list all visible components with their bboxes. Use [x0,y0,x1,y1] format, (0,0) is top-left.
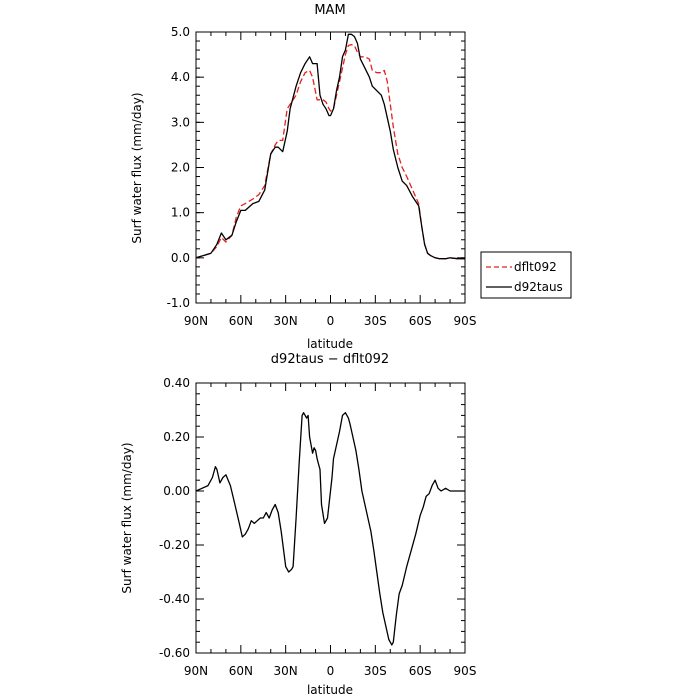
top-axes: 90N 60N 30N 0 30S 60S 90S -1.0 0.0 1.0 2.0 3.0 4.0 5.… [167,25,477,328]
bottom-series [195,412,465,646]
y-tick-label: 4.0 [171,70,190,84]
y-tick-label: 2.0 [171,161,190,175]
x-tick-label: 90N [184,314,208,328]
plot-frame [195,31,466,304]
y-tick-label: 1.0 [171,206,190,220]
y-tick-label: 3.0 [171,115,190,129]
series-line-series-0 [195,412,465,646]
y-tick-label: 0.0 [171,251,190,265]
legend-label-d92taus: d92taus [514,280,563,294]
y-tick-label: 0.40 [163,376,190,390]
x-tick-label: 90N [184,664,208,678]
legend: dflt092 d92taus [480,251,572,299]
y-tick-label: 0.20 [163,430,190,444]
x-tick-label: 90S [454,314,477,328]
x-tick-label: 90S [454,664,477,678]
x-tick-label: 0 [327,664,335,678]
legend-label-dflt092: dflt092 [514,260,557,274]
y-tick-label: -0.60 [159,646,190,660]
panel-bottom-chart: d92taus − dflt092 90N 60N 30N 0 30S 60S 90S -0.… [120,352,476,697]
series-line-d92taus [195,33,465,260]
x-axis-label: latitude [307,683,353,697]
bottom-axes: 90N 60N 30N 0 30S 60S 90S -0.60 -0.40 -0.20 0.00 0.… [159,376,477,678]
x-tick-label: 0 [327,314,335,328]
plot-frame [195,382,466,654]
panel-top-chart: MAM 90N 60N 30N 0 30S 60S 90S -1.0 0.0 1.0 2.0 3.0 4… [130,3,572,351]
y-tick-label: -0.40 [159,592,190,606]
x-tick-label: 30N [274,664,298,678]
y-tick-label: 0.00 [163,484,190,498]
legend-box [480,251,572,299]
x-tick-label: 30N [274,314,298,328]
series-line-dflt092 [195,43,465,260]
chart-title: MAM [314,3,345,18]
y-tick-label: 5.0 [171,25,190,39]
y-tick-label: -1.0 [167,296,190,310]
x-tick-label: 30S [364,314,387,328]
top-series [195,33,465,260]
x-tick-label: 60N [229,664,253,678]
x-tick-label: 60N [229,314,253,328]
x-tick-label: 60S [409,314,432,328]
y-axis-label: Surf water flux (mm/day) [120,442,134,593]
y-axis-label: Surf water flux (mm/day) [130,92,144,243]
x-tick-label: 60S [409,664,432,678]
x-tick-label: 30S [364,664,387,678]
x-axis-label: latitude [307,337,353,351]
chart-title: d92taus − dflt092 [271,352,389,367]
y-tick-label: -0.20 [159,538,190,552]
